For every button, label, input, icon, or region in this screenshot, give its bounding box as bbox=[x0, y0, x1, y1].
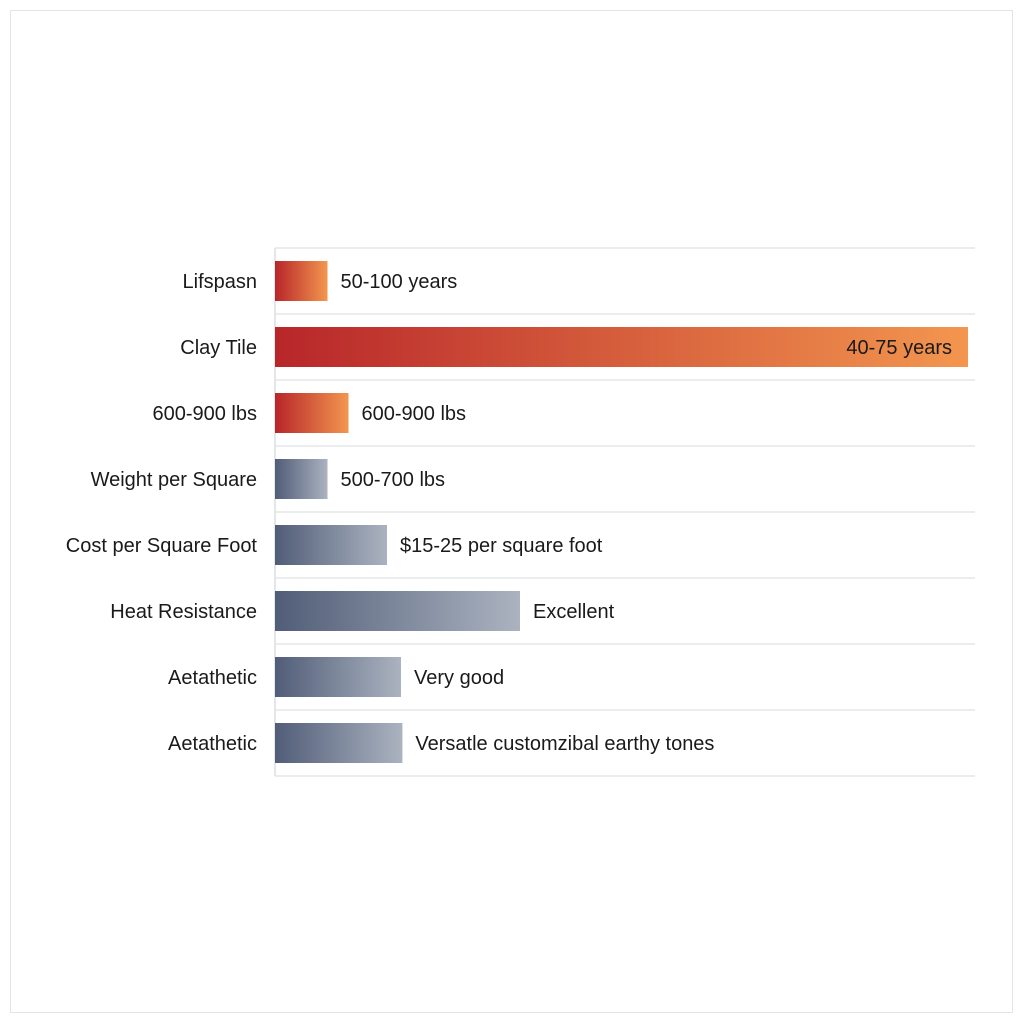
data-label: 40-75 years bbox=[846, 337, 952, 359]
bar bbox=[275, 327, 968, 367]
bar bbox=[275, 261, 328, 301]
bar bbox=[275, 393, 349, 433]
bar bbox=[275, 525, 387, 565]
data-label: Excellent bbox=[533, 601, 615, 623]
bar bbox=[275, 459, 328, 499]
category-label: 600-900 lbs bbox=[152, 403, 257, 425]
data-label: $15-25 per square foot bbox=[400, 535, 603, 557]
data-label: Very good bbox=[414, 667, 504, 689]
category-label: Clay Tile bbox=[180, 337, 257, 359]
data-label: 600-900 lbs bbox=[362, 403, 467, 425]
bars bbox=[275, 261, 968, 763]
bar bbox=[275, 657, 401, 697]
bar bbox=[275, 591, 520, 631]
category-label: Heat Resistance bbox=[110, 601, 257, 623]
bar bbox=[275, 723, 403, 763]
data-label: Versatle customzibal earthy tones bbox=[415, 733, 714, 755]
category-label: Cost per Square Foot bbox=[66, 535, 258, 557]
category-label: Weight per Square bbox=[91, 469, 257, 491]
labels: Lifspasn 50-100 years Clay Tile 40-75 years… bbox=[66, 271, 952, 755]
data-label: 500-700 lbs bbox=[341, 469, 446, 491]
category-label: Aetathetic bbox=[168, 667, 257, 689]
category-label: Aetathetic bbox=[168, 733, 257, 755]
data-label: 50-100 years bbox=[341, 271, 458, 293]
category-label: Lifspasn bbox=[183, 271, 258, 293]
